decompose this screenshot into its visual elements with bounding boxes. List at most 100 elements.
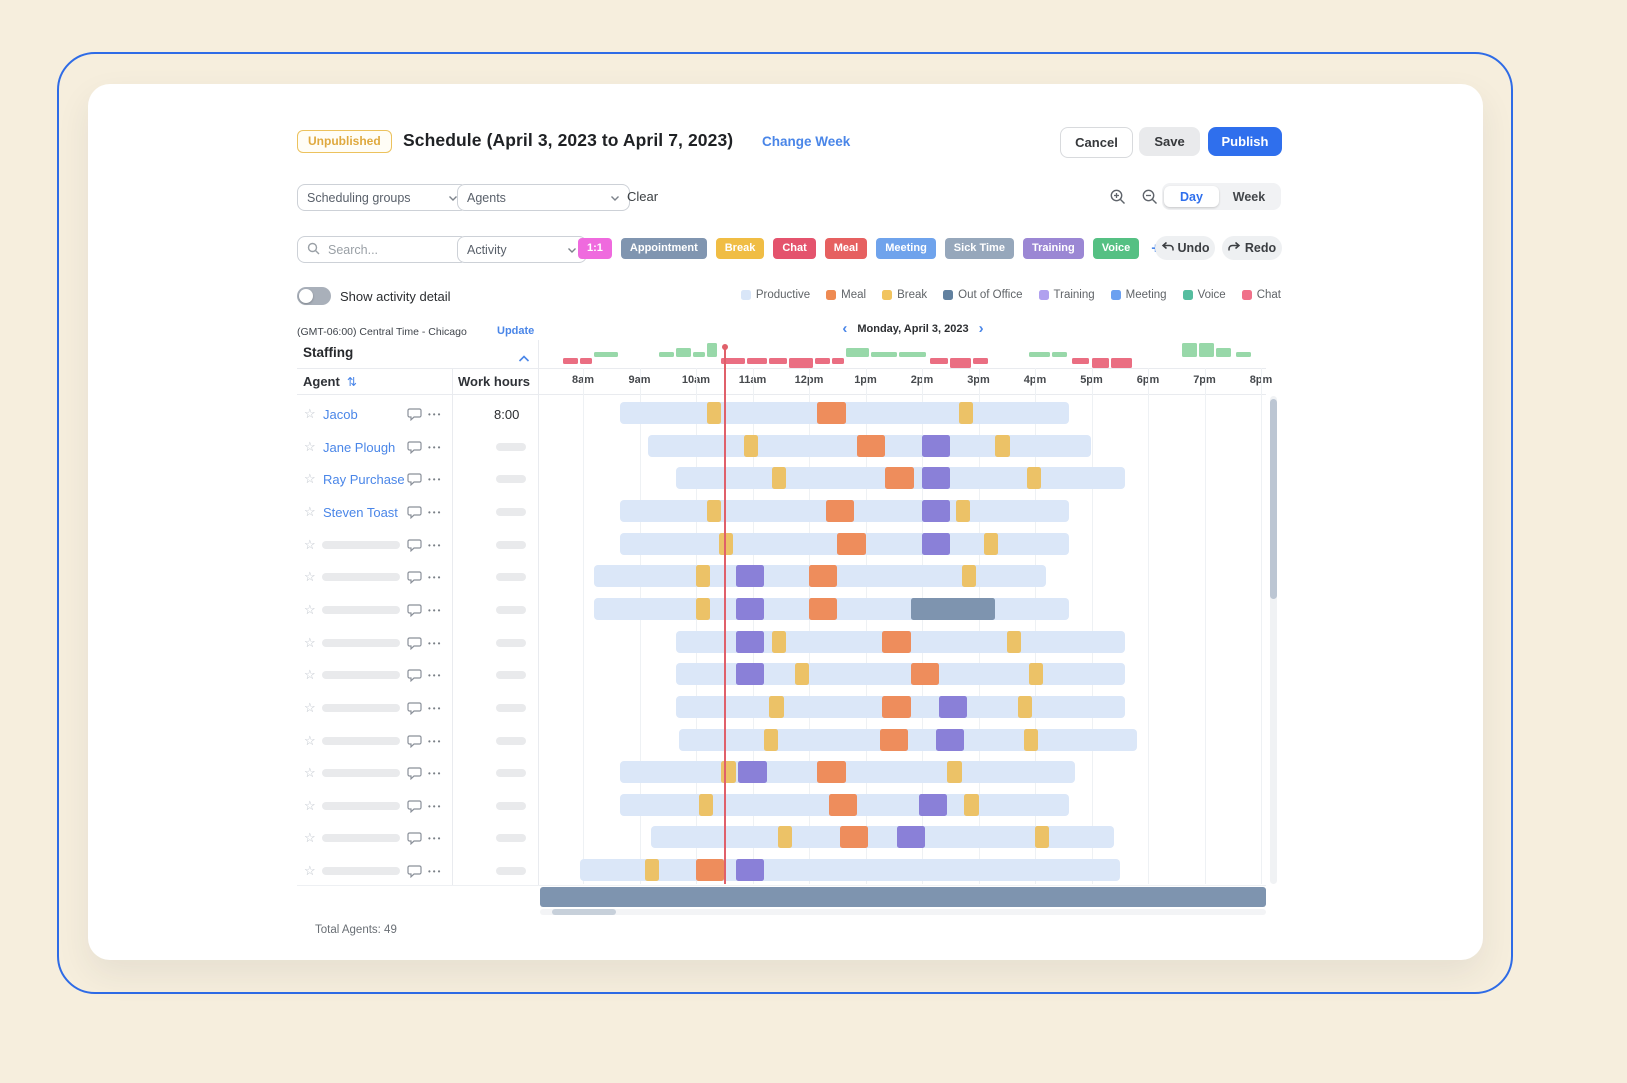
chat-bubble-icon[interactable] <box>407 701 422 720</box>
meal-activity-block[interactable] <box>879 728 908 751</box>
break-activity-block[interactable] <box>794 663 809 686</box>
meal-activity-block[interactable] <box>809 565 838 588</box>
activity-chip-training[interactable]: Training <box>1022 238 1084 259</box>
training-activity-block[interactable] <box>735 597 764 620</box>
star-icon[interactable]: ☆ <box>304 634 316 650</box>
break-activity-block[interactable] <box>696 597 711 620</box>
row-menu-button[interactable]: ••• <box>428 834 443 844</box>
meal-activity-block[interactable] <box>882 695 911 718</box>
meal-activity-block[interactable] <box>817 402 846 424</box>
agent-name-link[interactable]: Ray Purchase <box>323 472 405 488</box>
training-activity-block[interactable] <box>735 859 764 882</box>
chat-bubble-icon[interactable] <box>407 440 422 459</box>
training-activity-block[interactable] <box>922 467 951 490</box>
break-activity-block[interactable] <box>1018 695 1033 718</box>
chat-bubble-icon[interactable] <box>407 505 422 524</box>
clear-filters-button[interactable]: Clear <box>627 189 659 204</box>
break-activity-block[interactable] <box>718 532 733 555</box>
prev-day-button[interactable]: ‹ <box>842 320 848 337</box>
star-icon[interactable]: ☆ <box>304 471 316 487</box>
meal-activity-block[interactable] <box>825 499 855 522</box>
training-activity-block[interactable] <box>919 793 948 816</box>
chat-bubble-icon[interactable] <box>407 766 422 785</box>
break-activity-block[interactable] <box>1035 826 1050 849</box>
agent-name-link[interactable]: Steven Toast <box>323 504 398 520</box>
activity-chip-meal[interactable]: Meal <box>824 238 868 259</box>
break-activity-block[interactable] <box>707 402 722 424</box>
row-menu-button[interactable]: ••• <box>428 540 443 550</box>
search-input[interactable] <box>326 241 440 258</box>
break-activity-block[interactable] <box>964 793 979 816</box>
chat-bubble-icon[interactable] <box>407 668 422 687</box>
zoom-in-icon[interactable] <box>1109 188 1127 206</box>
star-icon[interactable]: ☆ <box>304 667 316 683</box>
break-activity-block[interactable] <box>698 793 713 816</box>
row-menu-button[interactable]: ••• <box>428 605 443 615</box>
agent-name-link[interactable]: Jane Plough <box>323 439 396 455</box>
training-activity-block[interactable] <box>735 565 764 588</box>
break-activity-block[interactable] <box>777 826 793 849</box>
search-box[interactable] <box>297 236 468 263</box>
break-activity-block[interactable] <box>769 695 784 718</box>
redo-button[interactable]: Redo <box>1222 236 1282 260</box>
training-activity-block[interactable] <box>922 499 951 522</box>
activity-chip-voice[interactable]: Voice <box>1092 238 1140 259</box>
row-menu-button[interactable]: ••• <box>428 638 443 648</box>
break-activity-block[interactable] <box>744 434 759 457</box>
chat-bubble-icon[interactable] <box>407 636 422 655</box>
sort-icon[interactable]: ⇅ <box>346 374 357 389</box>
star-icon[interactable]: ☆ <box>304 797 316 813</box>
training-activity-block[interactable] <box>922 532 951 555</box>
week-view-tab[interactable]: Week <box>1232 189 1266 204</box>
break-activity-block[interactable] <box>947 761 962 784</box>
training-activity-block[interactable] <box>922 434 951 457</box>
chat-bubble-icon[interactable] <box>407 407 422 426</box>
star-icon[interactable]: ☆ <box>304 765 316 781</box>
publish-button[interactable]: Publish <box>1208 127 1282 156</box>
star-icon[interactable]: ☆ <box>304 601 316 617</box>
break-activity-block[interactable] <box>958 402 973 424</box>
break-activity-block[interactable] <box>772 467 787 490</box>
chat-bubble-icon[interactable] <box>407 603 422 622</box>
break-activity-block[interactable] <box>772 630 787 653</box>
training-activity-block[interactable] <box>896 826 925 849</box>
day-view-tab[interactable]: Day <box>1164 186 1219 207</box>
star-icon[interactable]: ☆ <box>304 569 316 585</box>
break-activity-block[interactable] <box>1006 630 1021 653</box>
vertical-scrollbar-thumb[interactable] <box>1270 399 1277 599</box>
meal-activity-block[interactable] <box>696 859 725 882</box>
star-icon[interactable]: ☆ <box>304 830 316 846</box>
chat-bubble-icon[interactable] <box>407 734 422 753</box>
star-icon[interactable]: ☆ <box>304 732 316 748</box>
row-menu-button[interactable]: ••• <box>428 769 443 779</box>
scheduling-groups-select[interactable]: Scheduling groups <box>297 184 468 211</box>
row-menu-button[interactable]: ••• <box>428 801 443 811</box>
break-activity-block[interactable] <box>955 499 971 522</box>
training-activity-block[interactable] <box>735 630 764 653</box>
break-activity-block[interactable] <box>1029 663 1044 686</box>
shift-bar[interactable] <box>650 826 1115 849</box>
row-menu-button[interactable]: ••• <box>428 442 443 452</box>
meal-activity-block[interactable] <box>809 597 838 620</box>
training-activity-block[interactable] <box>936 728 965 751</box>
update-timezone-link[interactable]: Update <box>497 325 535 337</box>
meal-activity-block[interactable] <box>885 467 914 490</box>
collapse-staffing-button[interactable] <box>518 350 530 368</box>
row-menu-button[interactable]: ••• <box>428 736 443 746</box>
shift-bar[interactable] <box>580 859 1120 882</box>
chat-bubble-icon[interactable] <box>407 864 422 883</box>
row-menu-button[interactable]: ••• <box>428 573 443 583</box>
meal-activity-block[interactable] <box>882 630 911 653</box>
horizontal-scrollbar-thumb[interactable] <box>552 909 616 915</box>
training-activity-block[interactable] <box>738 761 767 784</box>
ooo-activity-block[interactable] <box>910 597 996 620</box>
shift-bar[interactable] <box>676 663 1126 686</box>
chat-bubble-icon[interactable] <box>407 570 422 589</box>
agents-filter-select[interactable]: Agents <box>457 184 630 211</box>
break-activity-block[interactable] <box>1026 467 1041 490</box>
meal-activity-block[interactable] <box>817 761 846 784</box>
row-menu-button[interactable]: ••• <box>428 703 443 713</box>
vertical-scrollbar-track[interactable] <box>1270 396 1277 884</box>
star-icon[interactable]: ☆ <box>304 438 316 454</box>
star-icon[interactable]: ☆ <box>304 536 316 552</box>
